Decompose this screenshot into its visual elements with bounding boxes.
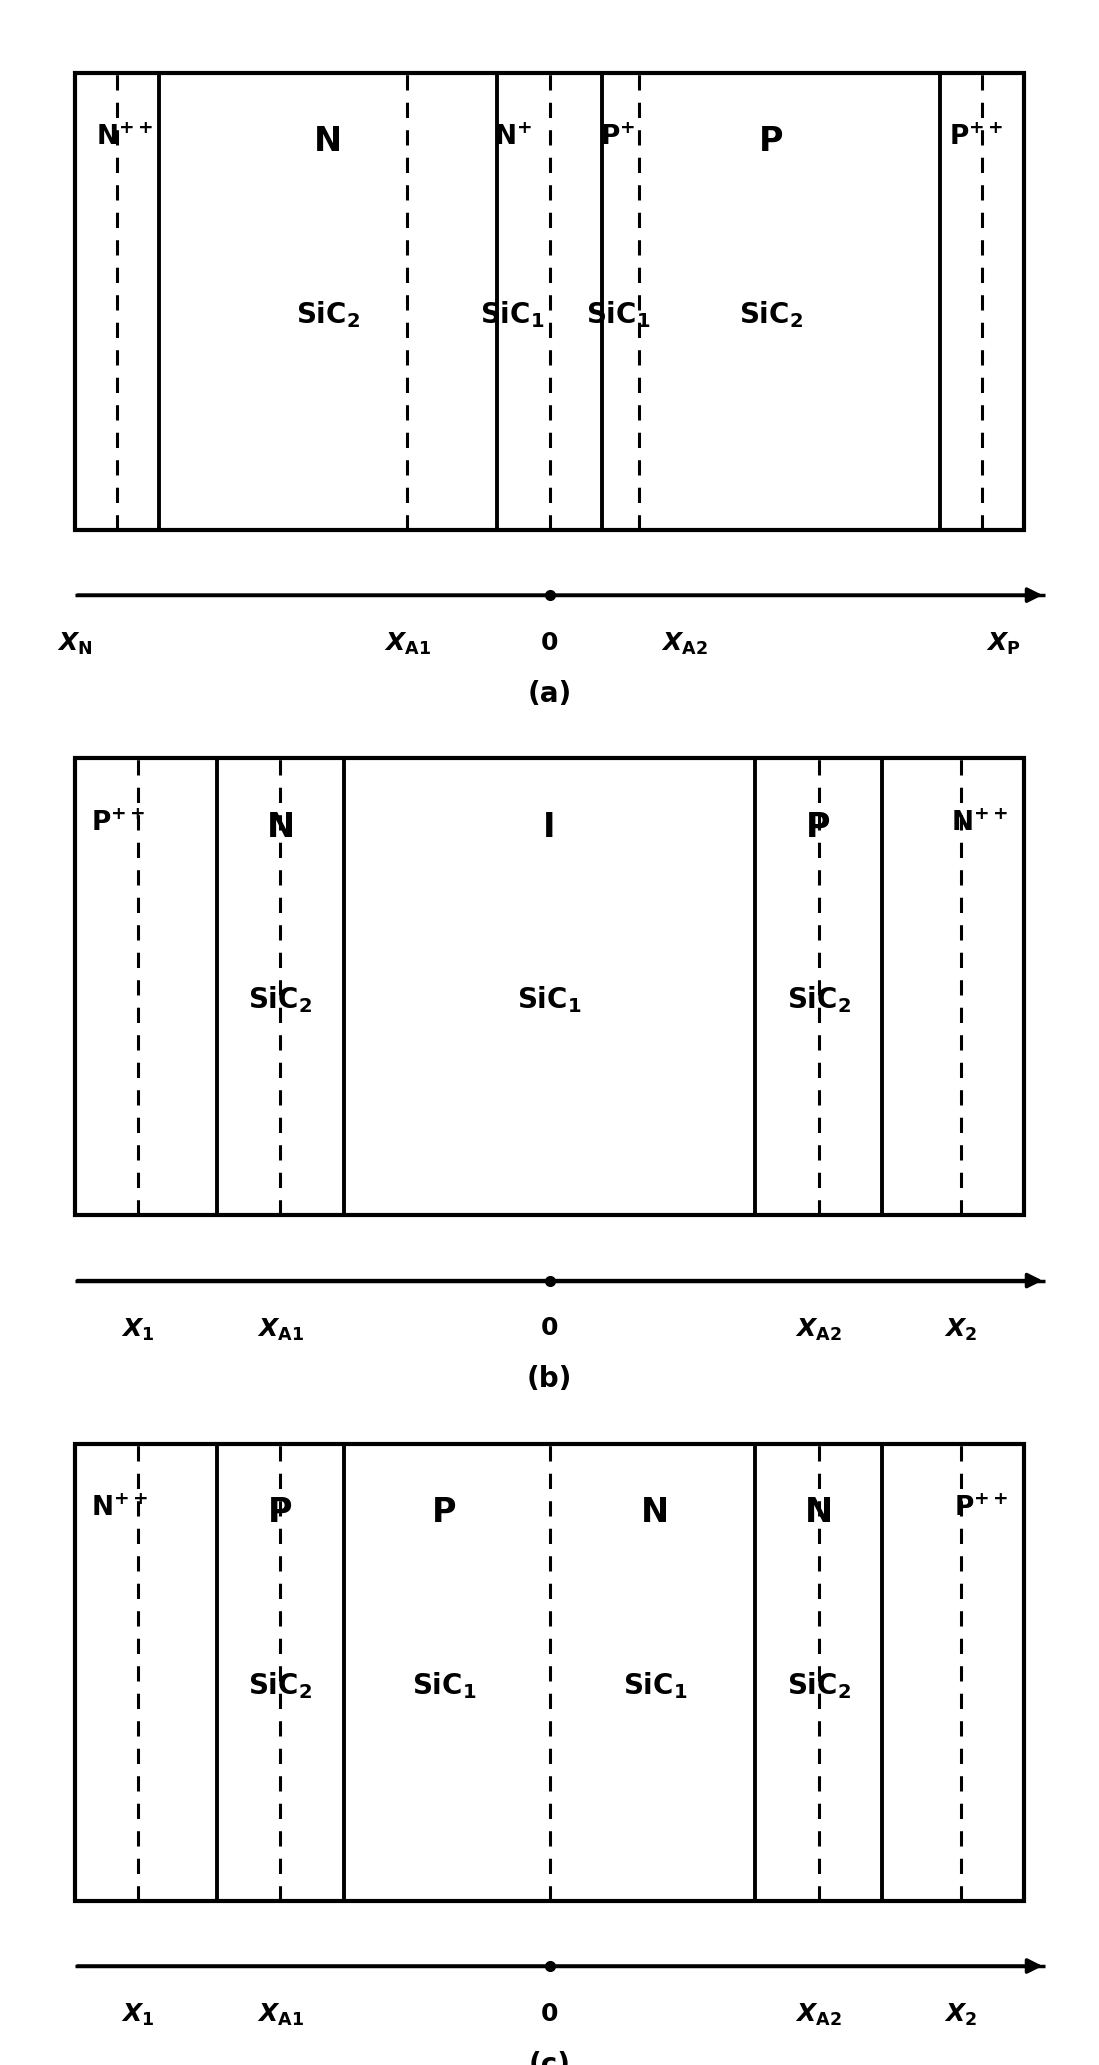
Text: P: P: [268, 1495, 292, 1528]
Bar: [75, 758, 1024, 1216]
Text: SiC$_2$: SiC$_2$: [787, 1671, 851, 1702]
Text: N: N: [266, 812, 295, 843]
Text: SiC$_1$: SiC$_1$: [586, 299, 651, 330]
Text: $X_{\mathrm{A2}}$: $X_{\mathrm{A2}}$: [796, 1317, 842, 1342]
Text: N: N: [314, 126, 342, 159]
Text: (c): (c): [529, 2051, 570, 2065]
Text: $X_{1}$: $X_{1}$: [121, 2001, 155, 2028]
Text: 0: 0: [541, 2001, 558, 2026]
Text: $X_{\mathrm{A1}}$: $X_{\mathrm{A1}}$: [257, 1317, 304, 1342]
Text: $X_{2}$: $X_{2}$: [944, 2001, 977, 2028]
Text: (a): (a): [528, 679, 571, 708]
Text: SiC$_1$: SiC$_1$: [412, 1671, 476, 1702]
Text: P$^{++}$: P$^{++}$: [90, 812, 145, 836]
Text: N: N: [804, 1495, 833, 1528]
Text: $X_{\mathrm{A2}}$: $X_{\mathrm{A2}}$: [662, 632, 708, 657]
Text: P$^{++}$: P$^{++}$: [948, 126, 1003, 151]
Text: $X_{2}$: $X_{2}$: [944, 1317, 977, 1342]
Text: N: N: [641, 1495, 669, 1528]
Text: SiC$_1$: SiC$_1$: [518, 985, 581, 1016]
Text: N$^{++}$: N$^{++}$: [96, 126, 153, 151]
Text: SiC$_1$: SiC$_1$: [623, 1671, 687, 1702]
Text: $X_{\mathrm{N}}$: $X_{\mathrm{N}}$: [57, 632, 92, 657]
Text: SiC$_2$: SiC$_2$: [787, 985, 851, 1016]
Text: N$^{+}$: N$^{+}$: [493, 126, 532, 151]
Text: P: P: [807, 812, 831, 843]
Text: (b): (b): [526, 1365, 573, 1394]
Text: $X_{\mathrm{A1}}$: $X_{\mathrm{A1}}$: [257, 2001, 304, 2028]
Text: $X_{\mathrm{A1}}$: $X_{\mathrm{A1}}$: [384, 632, 431, 657]
Text: SiC$_2$: SiC$_2$: [739, 299, 803, 330]
Text: N$^{++}$: N$^{++}$: [90, 1495, 148, 1522]
Text: P$^{++}$: P$^{++}$: [954, 1495, 1009, 1522]
Text: $X_{1}$: $X_{1}$: [121, 1317, 155, 1342]
Text: 0: 0: [541, 632, 558, 655]
Text: SiC$_2$: SiC$_2$: [248, 1671, 312, 1702]
Text: N$^{++}$: N$^{++}$: [951, 812, 1009, 836]
Text: P: P: [758, 126, 784, 159]
Text: SiC$_1$: SiC$_1$: [480, 299, 545, 330]
Text: SiC$_2$: SiC$_2$: [296, 299, 360, 330]
Text: 0: 0: [541, 1317, 558, 1340]
Bar: [75, 72, 1024, 531]
Text: $X_{\mathrm{P}}$: $X_{\mathrm{P}}$: [986, 632, 1021, 657]
Bar: [75, 1443, 1024, 1900]
Text: SiC$_2$: SiC$_2$: [248, 985, 312, 1016]
Text: P$^{+}$: P$^{+}$: [600, 126, 635, 151]
Text: P: P: [432, 1495, 456, 1528]
Text: I: I: [543, 812, 556, 843]
Text: $X_{\mathrm{A2}}$: $X_{\mathrm{A2}}$: [796, 2001, 842, 2028]
